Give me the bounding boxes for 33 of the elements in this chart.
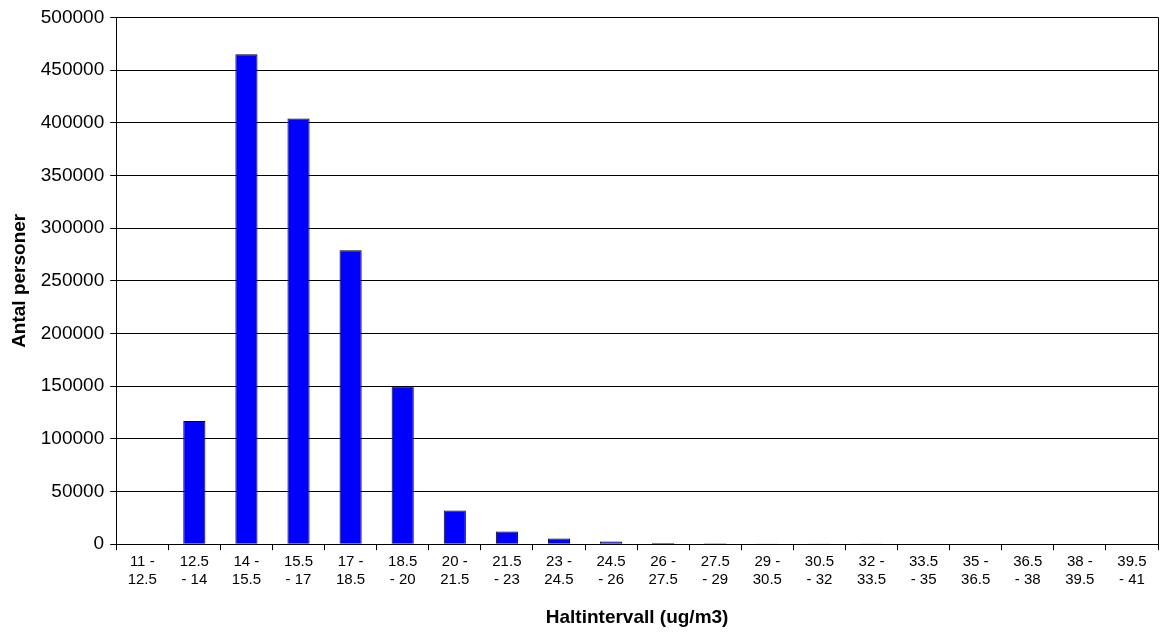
x-tick-label: 35 - 36.5 <box>961 552 991 588</box>
x-tick-label: 11 - 12.5 <box>127 552 157 588</box>
y-tick-label: 300000 <box>40 216 105 238</box>
y-tick-label: 400000 <box>40 110 105 132</box>
y-tick-label: 500000 <box>40 5 105 27</box>
x-tick-label: 15.5 - 17 <box>283 552 314 588</box>
x-tick-label: 27.5 - 29 <box>700 552 730 588</box>
x-tick-label: 36.5 - 38 <box>1013 552 1043 588</box>
x-tick-label: 21.5 - 23 <box>492 552 522 588</box>
x-tick-label: 17 - 18.5 <box>336 552 366 588</box>
y-tick-label: 100000 <box>40 427 105 449</box>
x-tick-label: 12.5 - 14 <box>179 552 209 588</box>
x-axis-title: Haltintervall (ug/m3) <box>545 605 729 627</box>
x-tick-label: 23 - 24.5 <box>544 552 574 588</box>
x-tick-label: 30.5 - 32 <box>804 552 835 588</box>
y-tick-label: 250000 <box>40 269 105 291</box>
x-tick-label: 26 - 27.5 <box>648 552 678 588</box>
x-tick-label: 24.5 - 26 <box>596 552 626 588</box>
x-tick-label: 18.5 - 20 <box>388 552 418 588</box>
x-tick-label: 33.5 - 35 <box>908 552 939 588</box>
x-tick-label: 20 - 21.5 <box>440 552 470 588</box>
y-axis-title: Antal personer <box>7 213 29 348</box>
x-tick-label: 14 - 15.5 <box>231 552 262 588</box>
y-tick-label: 450000 <box>40 58 105 80</box>
y-tick-label: 350000 <box>40 163 105 185</box>
y-tick-label: 150000 <box>40 374 105 396</box>
x-tick-label: 38 - 39.5 <box>1065 552 1095 588</box>
y-tick-label: 200000 <box>40 321 105 343</box>
x-tick-label: 29 - 30.5 <box>752 552 782 588</box>
x-tick-label: 32 - 33.5 <box>856 552 887 588</box>
y-tick-label: 0 <box>93 532 105 554</box>
x-tick-label: 39.5 - 41 <box>1117 552 1147 588</box>
y-tick-label: 50000 <box>51 479 105 501</box>
